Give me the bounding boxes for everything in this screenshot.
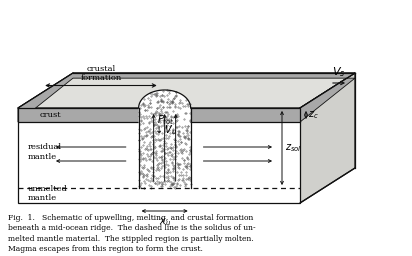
Text: Fig.  1.   Schematic of upwelling, melting, and crustal formation
beneath a mid-: Fig. 1. Schematic of upwelling, melting,…	[8, 214, 255, 253]
Polygon shape	[18, 108, 300, 122]
Text: unmelted
mantle: unmelted mantle	[28, 185, 68, 202]
Text: $x_u$: $x_u$	[159, 216, 171, 228]
Text: $z_c$: $z_c$	[308, 109, 319, 121]
Text: $\downarrow V_u$: $\downarrow V_u$	[153, 123, 178, 137]
Text: crustal
formation: crustal formation	[80, 65, 122, 82]
Polygon shape	[139, 90, 191, 188]
Text: crust: crust	[40, 111, 62, 119]
Polygon shape	[300, 73, 355, 203]
Text: $V_s$: $V_s$	[332, 65, 346, 79]
Text: $F_{tot}$: $F_{tot}$	[157, 113, 174, 127]
Polygon shape	[18, 73, 355, 108]
Polygon shape	[18, 108, 300, 203]
Polygon shape	[18, 73, 355, 122]
Text: $z_{sol}$: $z_{sol}$	[285, 142, 302, 154]
Text: residual
mantle: residual mantle	[28, 143, 62, 161]
